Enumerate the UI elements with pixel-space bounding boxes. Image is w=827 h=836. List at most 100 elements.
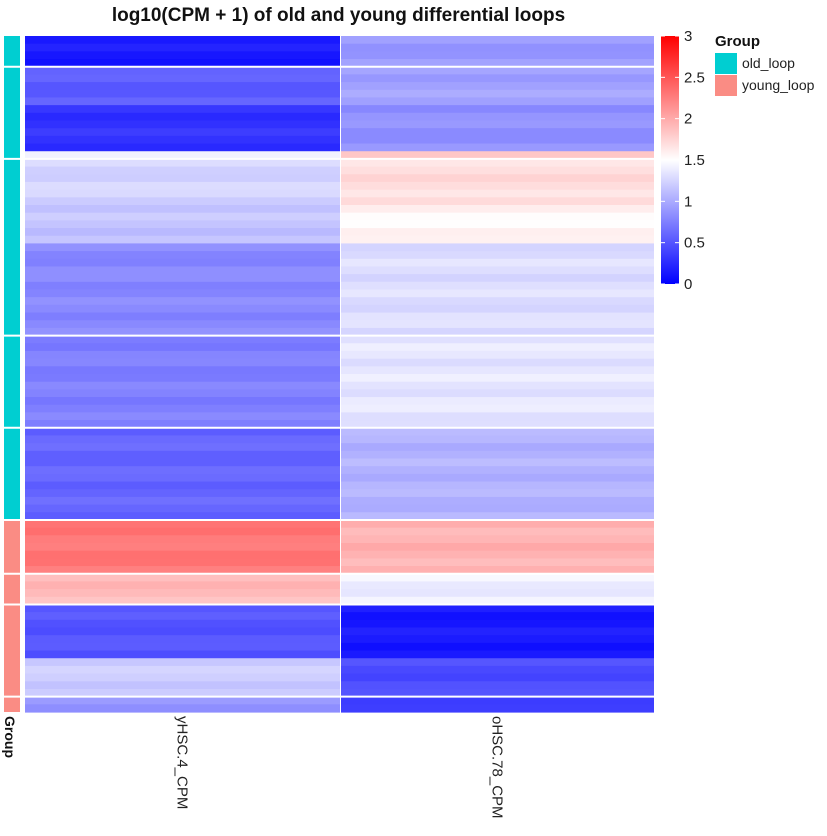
heatmap-cell [25, 212, 340, 221]
heatmap-cell [25, 673, 340, 682]
heatmap-cell [341, 82, 654, 91]
colorbar-tick-label: 2.5 [684, 69, 705, 86]
heatmap-cell [341, 473, 654, 483]
row-gap-lines [4, 65, 654, 698]
heatmap-cell [341, 550, 654, 559]
heatmap-cell [25, 704, 340, 713]
heatmap-cell [341, 105, 654, 114]
colorbar-tick-label: 2 [684, 111, 692, 128]
heatmap-body [25, 36, 654, 713]
heatmap-cell [341, 281, 654, 291]
heatmap-cell [25, 443, 340, 452]
heatmap-cell [25, 450, 340, 460]
heatmap-cell [25, 289, 340, 298]
heatmap-cell [25, 350, 340, 360]
column-label: yHSC.4_CPM [174, 716, 191, 809]
heatmap-cell [25, 412, 340, 421]
heatmap-cell [25, 466, 340, 475]
heatmap-cell [25, 143, 340, 152]
heatmap-cell [25, 627, 340, 636]
heatmap-cell [25, 420, 340, 429]
heatmap-cell [25, 158, 340, 168]
heatmap-cell [25, 374, 340, 383]
heatmap-cell [25, 327, 340, 337]
heatmap-cell [25, 51, 340, 60]
heatmap-cell [341, 128, 654, 137]
heatmap-cell [341, 258, 654, 268]
heatmap-cell [25, 82, 340, 91]
heatmap-cell [341, 681, 654, 690]
heatmap-cell [341, 519, 654, 529]
colorbar-tick-label: 3 [684, 28, 692, 45]
heatmap-cell [341, 458, 654, 467]
heatmap-cell [25, 258, 340, 268]
heatmap-cell [25, 281, 340, 291]
colorbar-tick-label: 1.5 [684, 152, 705, 169]
heatmap-cell [341, 358, 654, 367]
heatmap-cell [341, 74, 654, 83]
heatmap-cell [25, 566, 340, 575]
heatmap-cell [25, 550, 340, 559]
heatmap-cell [341, 274, 654, 283]
heatmap-cell [25, 481, 340, 490]
heatmap-cell [25, 527, 340, 536]
legend-label: young_loop [742, 77, 815, 93]
heatmap-cell [341, 665, 654, 675]
heatmap-cell [25, 135, 340, 145]
heatmap-cell [25, 665, 340, 675]
heatmap-cell [341, 251, 654, 260]
group-segment-young_loop [4, 519, 20, 712]
heatmap-cell [25, 658, 340, 667]
colorbar-tick-label: 0.5 [684, 235, 705, 252]
heatmap-cell [25, 596, 340, 606]
heatmap-cell [341, 205, 654, 214]
heatmap-cell [25, 473, 340, 483]
heatmap-cell [25, 635, 340, 644]
heatmap-cell [25, 243, 340, 252]
heatmap-cell [341, 573, 654, 583]
heatmap-cell [341, 197, 654, 206]
heatmap-cell [25, 235, 340, 245]
chart-title: log10(CPM + 1) of old and young differen… [111, 5, 566, 26]
heatmap-cell [25, 297, 340, 306]
heatmap-cell [25, 604, 340, 613]
heatmap-cell [25, 558, 340, 567]
heatmap-cell [341, 374, 654, 383]
heatmap-cell [25, 166, 340, 175]
group-segment-old_loop [4, 36, 20, 520]
heatmap-cell [341, 420, 654, 429]
heatmap-cell [341, 450, 654, 460]
heatmap-cell [341, 596, 654, 606]
heatmap-cell [25, 519, 340, 529]
heatmap-cell [341, 558, 654, 567]
heatmap-cell [25, 335, 340, 344]
heatmap-cell [341, 189, 654, 198]
heatmap-cell [25, 427, 340, 437]
heatmap-cell [341, 427, 654, 437]
heatmap-cell [341, 343, 654, 352]
heatmap-cell [25, 688, 340, 698]
heatmap-cell [25, 381, 340, 390]
heatmap-cell [341, 97, 654, 106]
heatmap-cell [341, 36, 654, 45]
heatmap-cell [341, 366, 654, 375]
column-label: oHSC.78_CPM [489, 716, 506, 819]
heatmap-cell [341, 389, 654, 398]
heatmap-cell [341, 297, 654, 306]
heatmap-cell [341, 228, 654, 237]
heatmap-cell [25, 151, 340, 160]
heatmap-cell [341, 181, 654, 191]
colorbar-tick-label: 1 [684, 193, 692, 210]
heatmap-cell [341, 212, 654, 221]
heatmap-cell [25, 59, 340, 68]
heatmap-cell [341, 535, 654, 544]
heatmap-cell [341, 143, 654, 152]
heatmap-cell [341, 327, 654, 337]
heatmap-cell [341, 612, 654, 621]
heatmap-cell [25, 66, 340, 76]
heatmap-cell [341, 566, 654, 575]
heatmap-cell [25, 304, 340, 314]
heatmap-cell [25, 189, 340, 198]
colorbar-tick-label: 0 [684, 276, 692, 293]
group-axis-label: Group [2, 716, 18, 758]
